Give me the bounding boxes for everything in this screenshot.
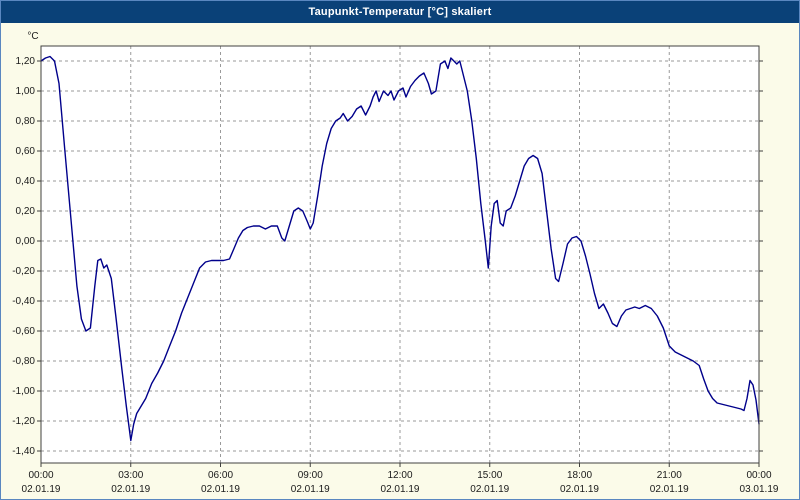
x-tick-time: 18:00 (567, 470, 592, 481)
x-tick-date: 03.01.19 (740, 484, 779, 495)
y-tick-label: -1,40 (12, 446, 35, 457)
y-tick-label: -0,60 (12, 326, 35, 337)
chart-title: Taupunkt-Temperatur [°C] skaliert (1, 1, 799, 23)
x-tick-date: 02.01.19 (560, 484, 599, 495)
x-tick-time: 15:00 (477, 470, 502, 481)
y-tick-label: 1,00 (16, 86, 36, 97)
axis-ticks (37, 60, 763, 467)
x-tick-date: 02.01.19 (650, 484, 689, 495)
y-tick-label: -1,00 (12, 386, 35, 397)
dew-point-line-chart: 1,20 1,00 0,80 0,60 0,40 0,20 0,00 -0,20 -0,40 -0… (12, 31, 779, 495)
x-tick-time: 00:00 (28, 470, 53, 481)
y-tick-label: -0,40 (12, 296, 35, 307)
y-tick-label: 0,60 (16, 146, 36, 157)
y-tick-label: 0,40 (16, 176, 36, 187)
y-axis-unit-label: °C (27, 31, 38, 42)
x-tick-date: 02.01.19 (470, 484, 509, 495)
x-tick-time: 00:00 (746, 470, 771, 481)
x-tick-date: 02.01.19 (22, 484, 61, 495)
y-tick-label: -0,80 (12, 356, 35, 367)
plot-background (41, 46, 759, 463)
x-tick-date: 02.01.19 (381, 484, 420, 495)
y-tick-label: 0,20 (16, 206, 36, 217)
y-tick-label: 0,80 (16, 116, 36, 127)
x-tick-date: 02.01.19 (201, 484, 240, 495)
x-tick-time: 06:00 (208, 470, 233, 481)
x-tick-date: 02.01.19 (111, 484, 150, 495)
x-tick-time: 03:00 (118, 470, 143, 481)
y-tick-label: -0,20 (12, 266, 35, 277)
chart-area: 1,20 1,00 0,80 0,60 0,40 0,20 0,00 -0,20 -0,40 -0… (1, 23, 799, 499)
x-tick-time: 21:00 (657, 470, 682, 481)
y-tick-label: 1,20 (16, 56, 36, 67)
x-tick-time: 12:00 (387, 470, 412, 481)
y-tick-label: -1,20 (12, 416, 35, 427)
x-tick-date: 02.01.19 (291, 484, 330, 495)
temperature-line (40, 55, 760, 442)
plot-frame (40, 45, 760, 464)
axis-labels: 1,20 1,00 0,80 0,60 0,40 0,20 0,00 -0,20 -0,40 -0… (12, 31, 779, 495)
x-tick-time: 09:00 (298, 470, 323, 481)
y-tick-label: 0,00 (16, 236, 36, 247)
